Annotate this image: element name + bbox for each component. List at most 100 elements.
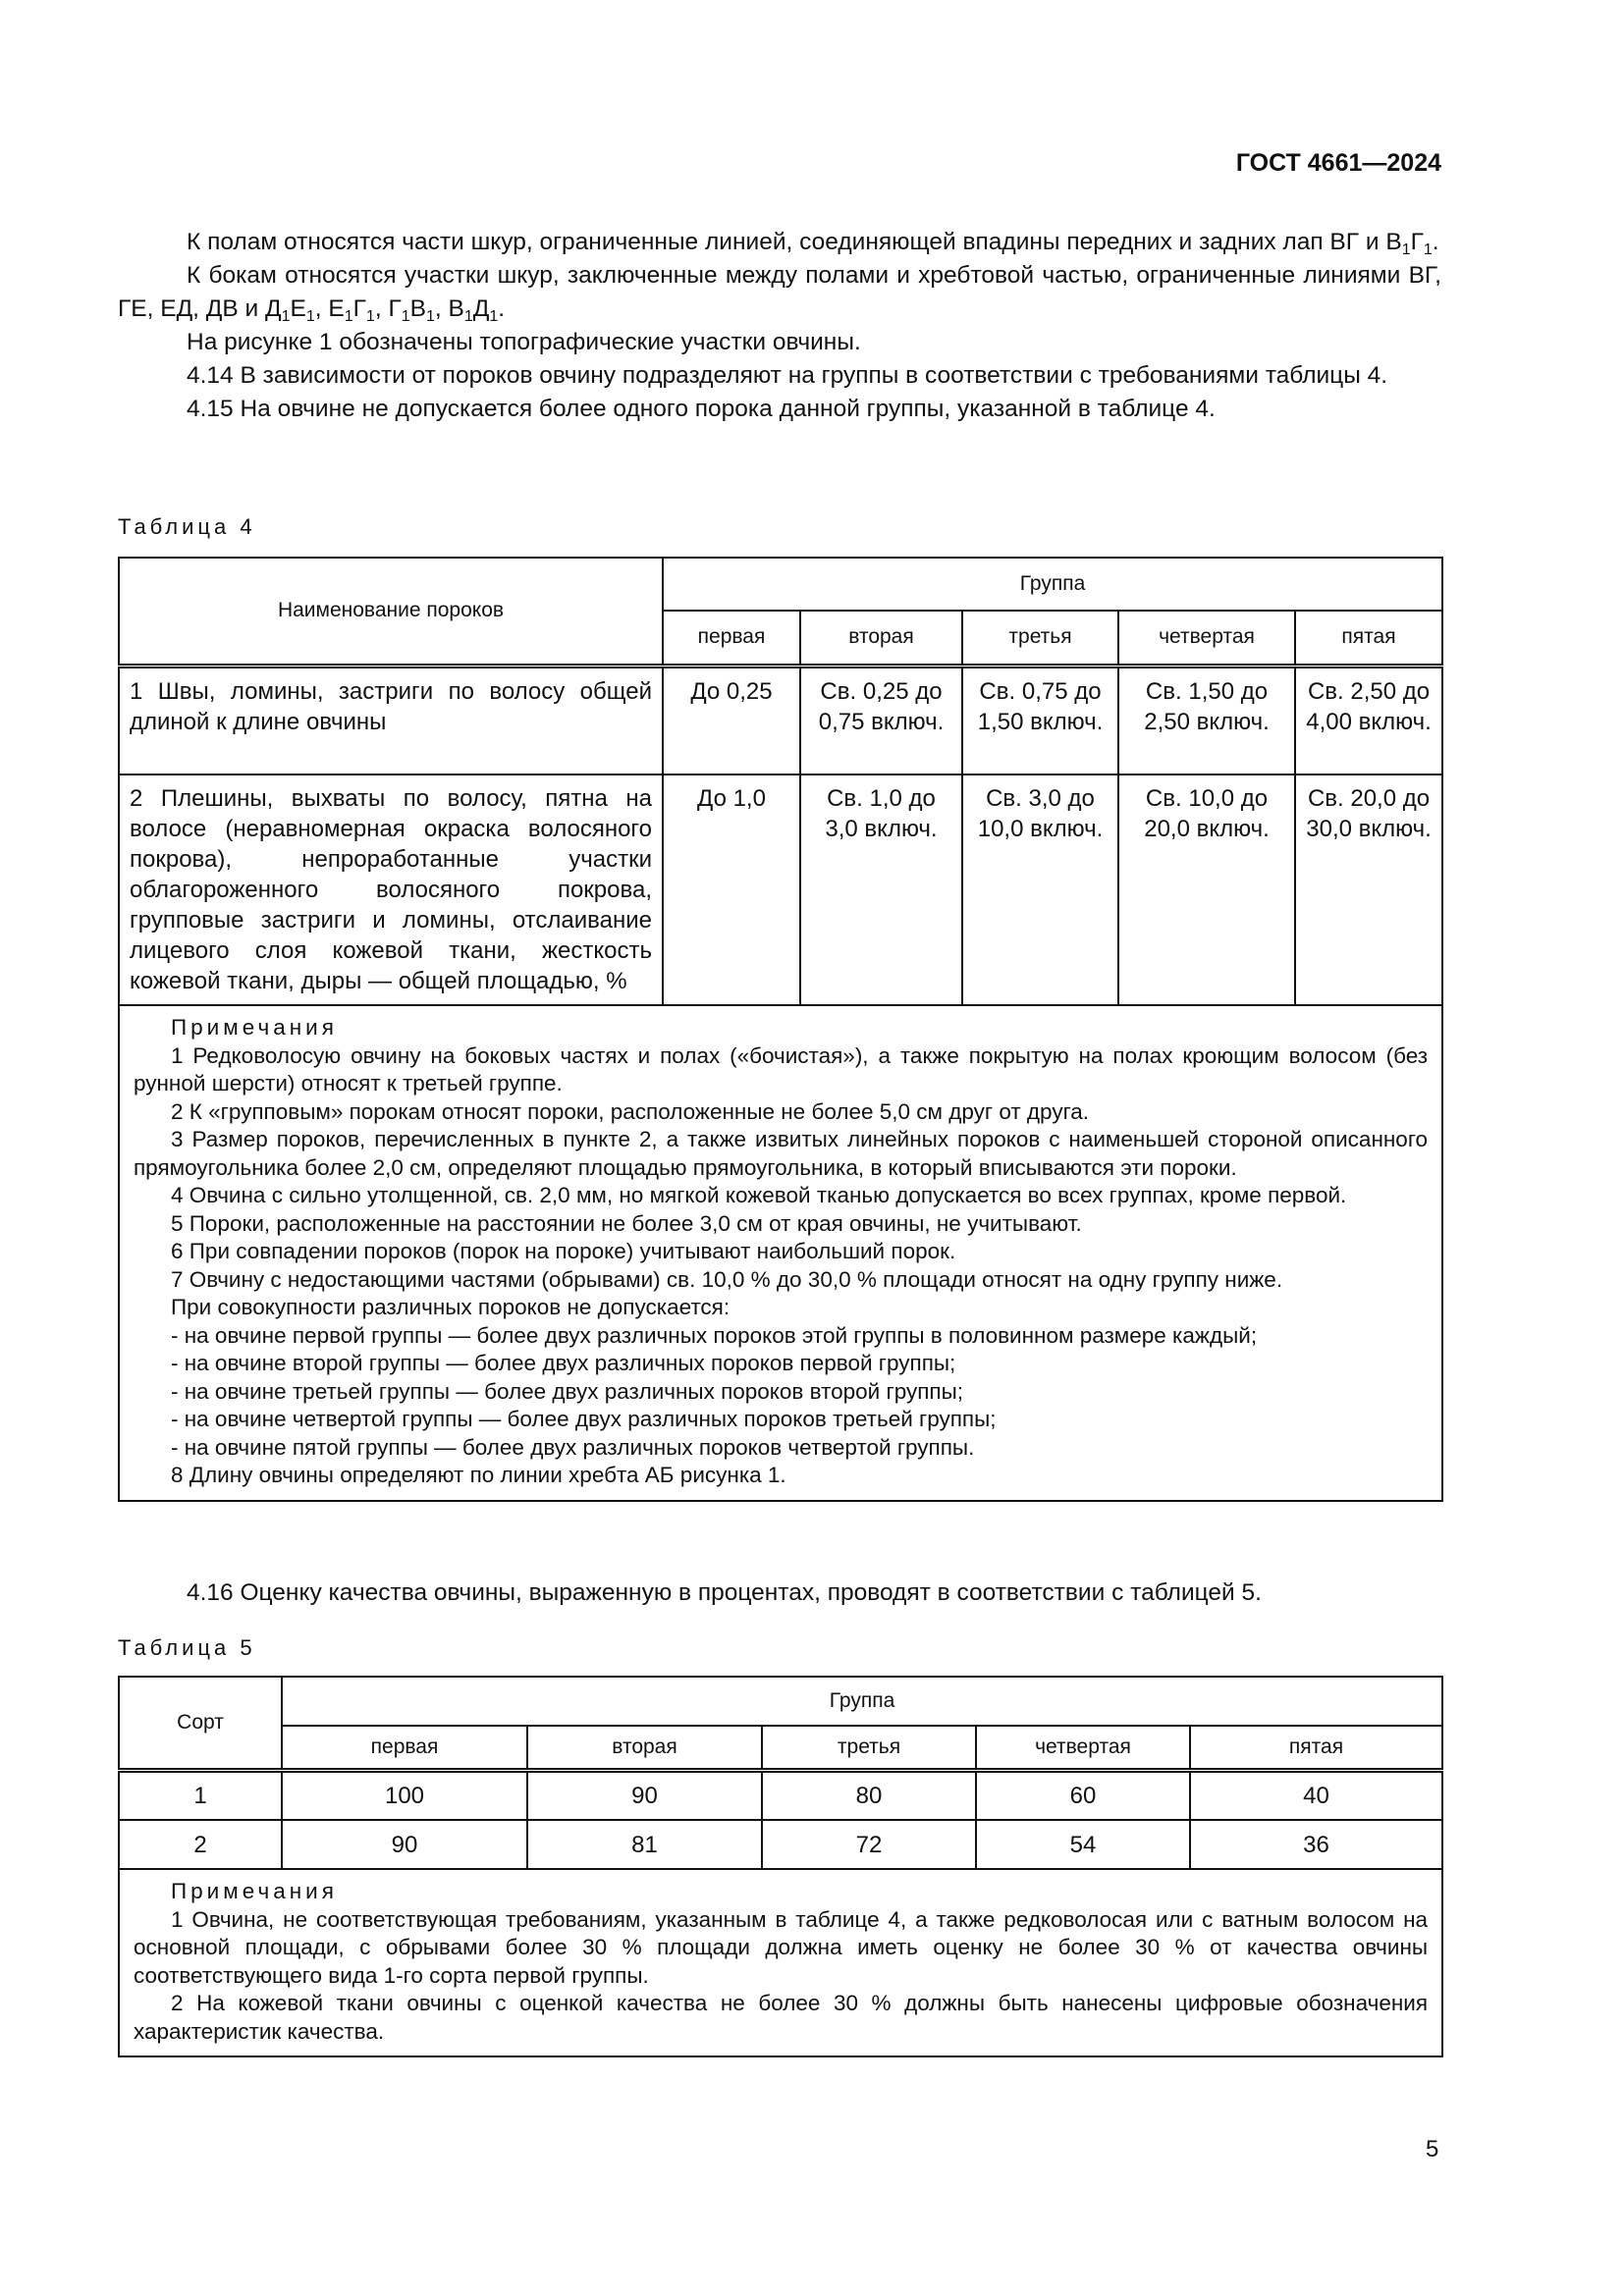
header-group-3: третья — [961, 610, 1119, 667]
defect-name: 1 Швы, ломины, застриги по волосу общей … — [118, 663, 664, 775]
intro-text: К полам относятся части шкур, ограниченн… — [118, 226, 1441, 426]
subscript: 1 — [401, 308, 410, 325]
note: 7 Овчину с недостающими частями (обрывам… — [171, 1266, 1283, 1292]
subscript: 1 — [425, 308, 435, 325]
header-group-1: первая — [281, 1725, 528, 1771]
notes-row: Примечания 1 Овчина, не соответствующая … — [117, 1868, 1444, 2057]
table5-label: Таблица 5 — [118, 1635, 256, 1660]
subscript: 1 — [489, 308, 499, 325]
table-4: Наименование пороков Группа первая втора… — [117, 557, 1444, 1502]
header-group-5: пятая — [1188, 1725, 1444, 1771]
note: 6 При совпадении пороков (порок на порок… — [171, 1239, 956, 1263]
text-run: На рисунке 1 обозначены топографические … — [187, 329, 861, 355]
table-row: 2 Плешины, выхваты по волосу, пятна на в… — [118, 774, 1444, 1006]
cell: 40 — [1188, 1767, 1444, 1821]
table-row: 2 90 81 72 54 36 — [118, 1819, 1444, 1870]
text-run: 4.14 В зависимости от пороков овчину под… — [187, 362, 1388, 389]
cell: Св. 1,50 до 2,50 включ. — [1117, 663, 1296, 775]
text-run: . — [498, 295, 506, 322]
paragraph: К полам относятся части шкур, ограниченн… — [118, 226, 1441, 259]
text-run: . — [1432, 229, 1439, 255]
notes-title: Примечания — [171, 1879, 338, 1903]
note: 1 Овчина, не соответствующая требованиям… — [134, 1906, 1429, 1988]
defect-name: 2 Плешины, выхваты по волосу, пятна на в… — [118, 774, 664, 1006]
cell: 81 — [526, 1819, 763, 1870]
note: При совокупности различных пороков не до… — [171, 1295, 731, 1319]
sort-cell: 2 — [118, 1819, 283, 1870]
table4-label: Таблица 4 — [118, 514, 256, 539]
cell: Св. 0,75 до 1,50 включ. — [961, 663, 1119, 775]
page-number: 5 — [1426, 2136, 1439, 2163]
header-group-1: первая — [662, 610, 801, 667]
header-group-4: четвертая — [1117, 610, 1296, 667]
note-bullet: - на овчине второй группы — более двух р… — [171, 1351, 956, 1375]
cell: 90 — [281, 1819, 528, 1870]
table-row: 1 100 90 80 60 40 — [118, 1767, 1444, 1821]
cell: 36 — [1188, 1819, 1444, 1870]
cell: 54 — [975, 1819, 1191, 1870]
section-4-16: 4.16 Оценку качества овчины, выраженную … — [118, 1576, 1441, 1610]
table-row: 1 Швы, ломины, застриги по волосу общей … — [118, 663, 1444, 775]
cell: Св. 1,0 до 3,0 включ. — [799, 774, 963, 1006]
text-run: , В — [434, 295, 464, 322]
header-group-4: четвертая — [975, 1725, 1191, 1771]
note: 2 На кожевой ткани овчины с оценкой каче… — [134, 1991, 1429, 2044]
text-run: В — [409, 295, 426, 322]
text-run: , Е — [314, 295, 345, 322]
note: 4 Овчина с сильно утолщенной, св. 2,0 мм… — [171, 1183, 1347, 1207]
cell: 72 — [761, 1819, 977, 1870]
document-id: ГОСТ 4661—2024 — [1235, 149, 1441, 177]
header-group: Группа — [661, 557, 1444, 612]
subscript: 1 — [1401, 241, 1411, 258]
header-group-2: вторая — [799, 610, 963, 667]
note: 8 Длину овчины определяют по линии хребт… — [171, 1463, 786, 1487]
cell: Св. 3,0 до 10,0 включ. — [961, 774, 1119, 1006]
paragraph: 4.15 На овчине не допускается более одно… — [118, 393, 1441, 426]
text-run: Е — [290, 295, 306, 322]
header-group-5: пятая — [1293, 610, 1444, 667]
note-bullet: - на овчине первой группы — более двух р… — [171, 1322, 1258, 1348]
sort-cell: 1 — [118, 1767, 283, 1821]
subscript: 1 — [463, 308, 473, 325]
text-run: К бокам относятся участки шкур, заключен… — [118, 262, 1441, 322]
cell: Св. 0,25 до 0,75 включ. — [799, 663, 963, 775]
cell: 80 — [761, 1767, 977, 1821]
note-bullet: - на овчине четвертой группы — более дву… — [171, 1407, 997, 1431]
note: 5 Пороки, расположенные на расстоянии не… — [171, 1210, 1082, 1236]
subscript: 1 — [1423, 241, 1433, 258]
text-run: Д — [472, 295, 490, 322]
paragraph: 4.16 Оценку качества овчины, выраженную … — [187, 1579, 1262, 1606]
text-run: , Г — [374, 295, 402, 322]
note-bullet: - на овчине третьей группы — более двух … — [171, 1378, 964, 1404]
header-group-3: третья — [761, 1725, 977, 1771]
table-5: Сорт Группа первая вторая третья четверт… — [117, 1676, 1444, 2057]
paragraph: На рисунке 1 обозначены топографические … — [118, 326, 1441, 359]
cell: 90 — [526, 1767, 763, 1821]
header-group: Группа — [280, 1676, 1444, 1727]
cell: Св. 20,0 до 30,0 включ. — [1293, 774, 1444, 1006]
header-defect-name: Наименование пороков — [118, 557, 664, 667]
table4-notes: Примечания 1 Редковолосую овчину на боко… — [117, 1004, 1444, 1502]
paragraph: 4.14 В зависимости от пороков овчину под… — [118, 359, 1441, 393]
notes-title: Примечания — [171, 1015, 338, 1040]
cell: До 1,0 — [662, 774, 801, 1006]
cell: 60 — [975, 1767, 1191, 1821]
cell: 100 — [281, 1767, 528, 1821]
header-group-2: вторая — [526, 1725, 763, 1771]
table5-notes: Примечания 1 Овчина, не соответствующая … — [117, 1868, 1444, 2057]
header-sort: Сорт — [118, 1676, 283, 1771]
note-bullet: - на овчине пятой группы — более двух ра… — [171, 1434, 975, 1460]
text-run: 4.15 На овчине не допускается более одно… — [187, 396, 1216, 422]
notes-row: Примечания 1 Редковолосую овчину на боко… — [117, 1004, 1444, 1502]
subscript: 1 — [365, 308, 375, 325]
note: 1 Редковолосую овчину на боковых частях … — [134, 1042, 1429, 1096]
cell: Св. 2,50 до 4,00 включ. — [1293, 663, 1444, 775]
subscript: 1 — [344, 308, 353, 325]
note: 3 Размер пороков, перечисленных в пункте… — [134, 1127, 1429, 1180]
paragraph: К бокам относятся участки шкур, заключен… — [118, 259, 1441, 326]
text-run: Г — [352, 295, 366, 322]
text-run: Г — [1410, 229, 1424, 255]
cell: До 0,25 — [662, 663, 801, 775]
subscript: 1 — [305, 308, 315, 325]
cell: Св. 10,0 до 20,0 включ. — [1117, 774, 1296, 1006]
